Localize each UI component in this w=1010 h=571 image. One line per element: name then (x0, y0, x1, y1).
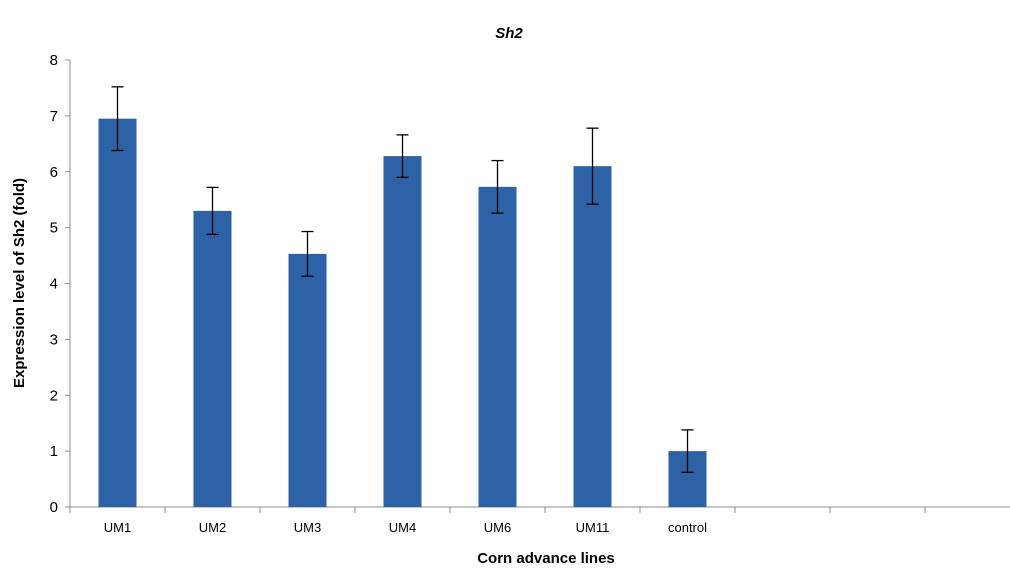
bar-um4 (383, 156, 422, 508)
y-tick-label: 7 (50, 108, 58, 125)
bar-um2 (193, 210, 232, 508)
y-tick-label: 6 (50, 164, 58, 181)
y-tick-label: 4 (50, 276, 58, 293)
y-tick-label: 8 (50, 52, 58, 69)
chart-title: Sh2 (495, 25, 523, 42)
y-tick-label: 5 (50, 220, 58, 237)
bar-um6 (478, 186, 517, 507)
x-tick-label: UM6 (484, 520, 511, 535)
x-tick-label: UM1 (104, 520, 131, 535)
bar-um11 (573, 166, 612, 507)
x-tick-label: UM11 (576, 520, 610, 535)
y-tick-label: 0 (50, 499, 58, 516)
x-tick-label: UM4 (389, 520, 416, 535)
bar-um1 (98, 118, 137, 507)
plot-area: 0 1 2 3 4 5 6 7 8 UM1 UM2 UM3 UM4 UM6 UM11 control (50, 52, 1010, 535)
bar-um3 (288, 253, 327, 507)
y-axis-title: Expression level of Sh2 (fold) (11, 178, 28, 388)
y-tick-label: 2 (50, 387, 58, 404)
x-axis-title: Corn advance lines (477, 550, 615, 567)
y-tick-label: 3 (50, 331, 58, 348)
x-tick-label: UM3 (294, 520, 321, 535)
x-tick-label: control (668, 520, 707, 535)
x-tick-label: UM2 (199, 520, 226, 535)
y-tick-label: 1 (50, 443, 58, 460)
